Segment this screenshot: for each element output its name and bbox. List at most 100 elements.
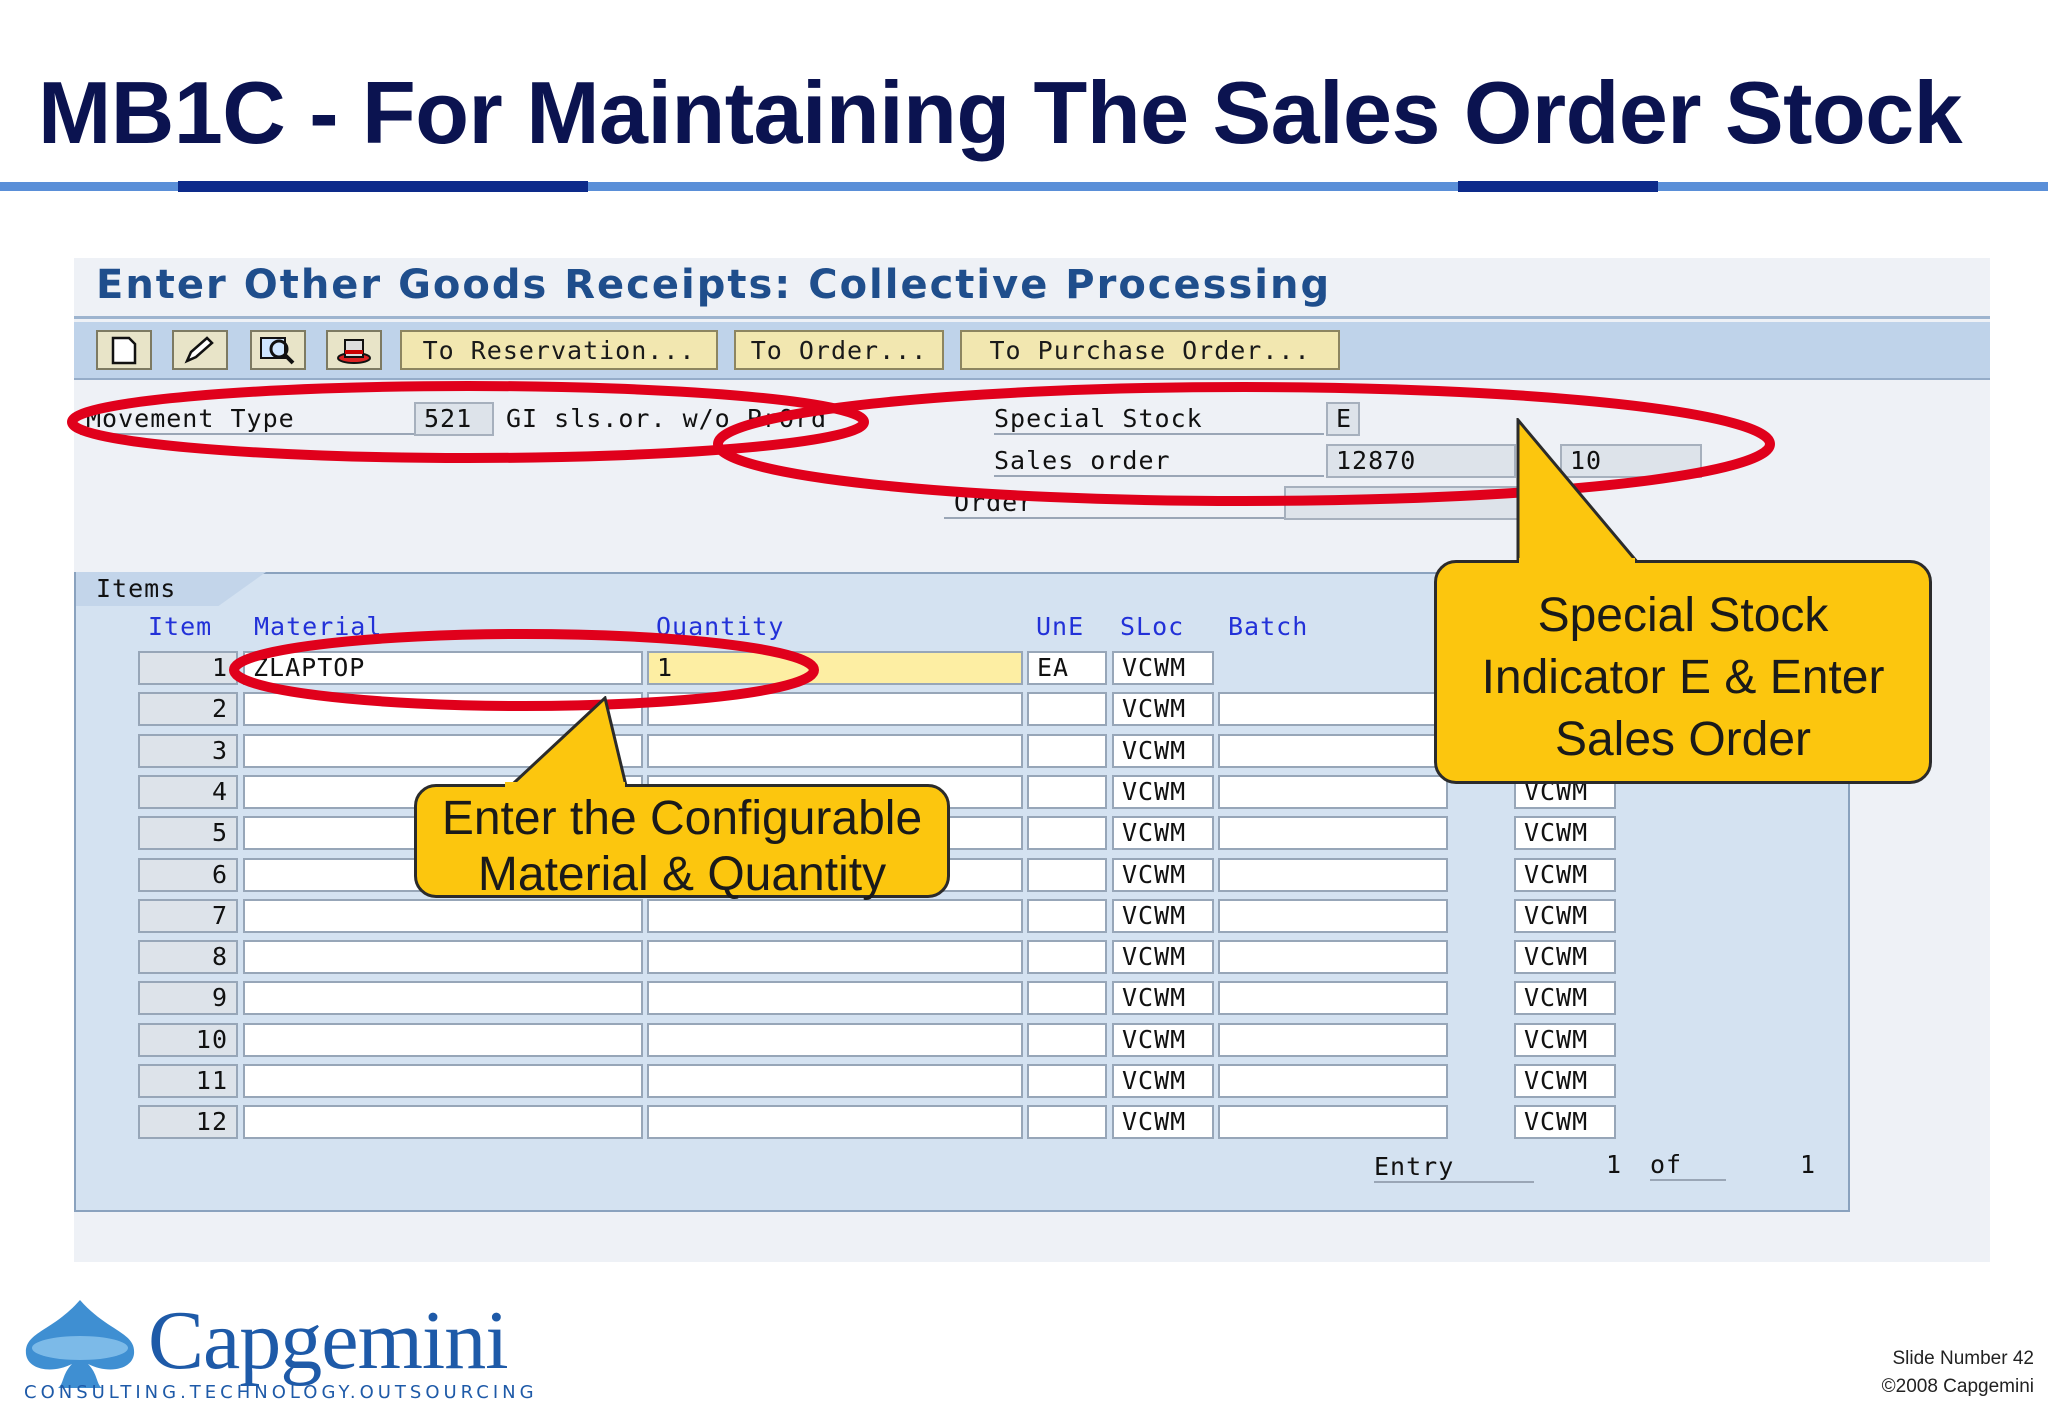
logo-wordmark: Capgemini [148, 1294, 509, 1387]
entry-label: Entry [1374, 1152, 1534, 1183]
copyright: ©2008 Capgemini [1881, 1376, 2034, 1397]
sloc-input[interactable]: VCWM [1112, 775, 1214, 809]
extra-sloc-input[interactable]: VCWM [1514, 1064, 1616, 1098]
une-input[interactable] [1027, 816, 1107, 850]
column-header-une[interactable]: UnE [1036, 612, 1085, 641]
une-input[interactable] [1027, 692, 1107, 726]
callout-line: Enter the Configurable [441, 792, 923, 845]
callout-line: Indicator E & Enter [1481, 651, 1885, 704]
capgemini-logo: Capgemini CONSULTING.TECHNOLOGY.OUTSOURC… [22, 1292, 534, 1417]
une-input[interactable] [1027, 1064, 1107, 1098]
extra-sloc-input[interactable]: VCWM [1514, 981, 1616, 1015]
material-input[interactable] [243, 940, 643, 974]
sloc-input[interactable]: VCWM [1112, 651, 1214, 685]
extra-sloc-input[interactable]: VCWM [1514, 816, 1616, 850]
quantity-input[interactable] [647, 899, 1023, 933]
item-number-cell: 12 [138, 1105, 238, 1139]
extra-sloc-input[interactable]: VCWM [1514, 940, 1616, 974]
sloc-input[interactable]: VCWM [1112, 692, 1214, 726]
quantity-input[interactable] [647, 981, 1023, 1015]
sloc-input[interactable]: VCWM [1112, 858, 1214, 892]
quantity-input[interactable] [647, 1023, 1023, 1057]
callout-pointer [500, 696, 630, 796]
to-purchase-order-button[interactable]: To Purchase Order... [960, 330, 1340, 370]
movement-type-field[interactable]: 521 [414, 402, 494, 436]
item-number-cell: 9 [138, 981, 238, 1015]
quantity-input[interactable]: 1 [647, 651, 1023, 685]
callout-line: Sales Order [1554, 713, 1812, 766]
material-input[interactable] [243, 1105, 643, 1139]
item-number-cell: 4 [138, 775, 238, 809]
une-input[interactable] [1027, 981, 1107, 1015]
batch-input[interactable] [1218, 734, 1448, 768]
sloc-input[interactable]: VCWM [1112, 816, 1214, 850]
quantity-input[interactable] [647, 1105, 1023, 1139]
extra-sloc-input[interactable]: VCWM [1514, 1105, 1616, 1139]
material-input[interactable] [243, 981, 643, 1015]
to-reservation-button[interactable]: To Reservation... [400, 330, 718, 370]
batch-input[interactable] [1218, 1023, 1448, 1057]
une-input[interactable] [1027, 1105, 1107, 1139]
edit-pencil-icon[interactable] [172, 330, 228, 370]
sloc-input[interactable]: VCWM [1112, 981, 1214, 1015]
une-input[interactable] [1027, 858, 1107, 892]
material-input[interactable] [243, 1064, 643, 1098]
sap-title-divider [74, 316, 1990, 319]
spade-logo-icon [25, 1300, 135, 1388]
item-number-cell: 5 [138, 816, 238, 850]
batch-input[interactable] [1218, 899, 1448, 933]
batch-input[interactable] [1218, 1064, 1448, 1098]
callout-joint [1519, 558, 1635, 566]
une-input[interactable] [1027, 940, 1107, 974]
special-stock-callout: Special Stock Indicator E & Enter Sales … [1434, 560, 1932, 784]
sloc-input[interactable]: VCWM [1112, 1064, 1214, 1098]
une-input[interactable] [1027, 899, 1107, 933]
batch-input[interactable] [1218, 1105, 1448, 1139]
display-magnifier-icon[interactable] [250, 330, 306, 370]
logo-tagline: CONSULTING.TECHNOLOGY.OUTSOURCING [24, 1382, 538, 1403]
sales-order-field[interactable]: 12870 [1326, 444, 1516, 478]
item-number-cell: 1 [138, 651, 238, 685]
extra-sloc-input[interactable]: VCWM [1514, 858, 1616, 892]
quantity-input[interactable] [647, 1064, 1023, 1098]
sloc-input[interactable]: VCWM [1112, 1105, 1214, 1139]
extra-sloc-input[interactable]: VCWM [1514, 1023, 1616, 1057]
material-input[interactable] [243, 899, 643, 933]
une-input[interactable] [1027, 1023, 1107, 1057]
callout-joint [505, 782, 625, 790]
batch-input[interactable] [1218, 692, 1448, 726]
callout-line: Material & Quantity [477, 848, 887, 901]
batch-input[interactable] [1218, 816, 1448, 850]
hat-icon[interactable] [326, 330, 382, 370]
batch-input[interactable] [1218, 775, 1448, 809]
callout-pointer [1516, 418, 1642, 565]
sap-screen-title: Enter Other Goods Receipts: Collective P… [96, 262, 1332, 308]
quantity-input[interactable] [647, 940, 1023, 974]
item-number-cell: 11 [138, 1064, 238, 1098]
column-header-item: Item [148, 612, 213, 641]
une-input[interactable] [1027, 775, 1107, 809]
special-stock-field[interactable]: E [1326, 402, 1360, 436]
movement-type-highlight [67, 381, 869, 463]
new-document-icon[interactable] [96, 330, 152, 370]
quantity-input[interactable] [647, 734, 1023, 768]
column-header-sloc[interactable]: SLoc [1120, 612, 1185, 641]
item-number-cell: 8 [138, 940, 238, 974]
to-order-button[interactable]: To Order... [734, 330, 944, 370]
callout-line: Special Stock [1537, 589, 1829, 642]
sloc-input[interactable]: VCWM [1112, 734, 1214, 768]
sloc-input[interactable]: VCWM [1112, 1023, 1214, 1057]
batch-input[interactable] [1218, 858, 1448, 892]
column-header-batch[interactable]: Batch [1228, 612, 1309, 641]
sloc-input[interactable]: VCWM [1112, 940, 1214, 974]
material-input[interactable] [243, 1023, 643, 1057]
batch-input[interactable] [1218, 981, 1448, 1015]
title-rule-accent [1458, 181, 1658, 192]
batch-input[interactable] [1218, 940, 1448, 974]
material-input[interactable]: ZLAPTOP [243, 651, 643, 685]
une-input[interactable]: EA [1027, 651, 1107, 685]
une-input[interactable] [1027, 734, 1107, 768]
item-number-cell: 7 [138, 899, 238, 933]
sloc-input[interactable]: VCWM [1112, 899, 1214, 933]
extra-sloc-input[interactable]: VCWM [1514, 899, 1616, 933]
